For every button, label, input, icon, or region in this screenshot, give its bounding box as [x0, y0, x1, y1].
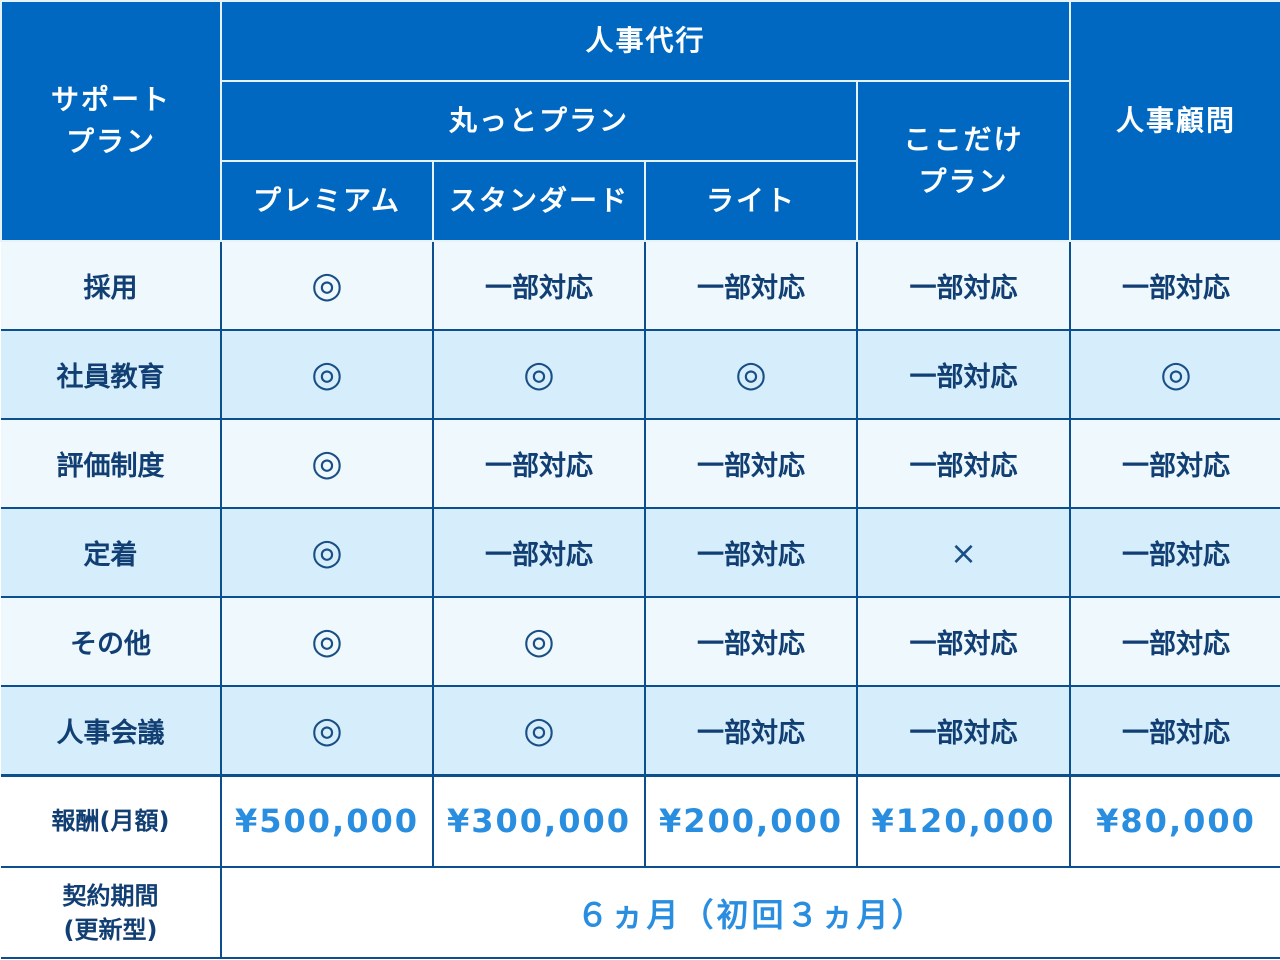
cell-komon: 一部対応: [1070, 241, 1280, 331]
cell-standard: 一部対応: [433, 508, 646, 598]
row-label: 社員教育: [1, 330, 222, 420]
contract-row: 契約期間 (更新型) ６ヵ月（初回３ヵ月）: [1, 867, 1280, 959]
table-row: 採用 ◎ 一部対応 一部対応 一部対応 一部対応: [1, 241, 1280, 331]
contract-label: 契約期間 (更新型): [1, 867, 222, 959]
cell-komon: 一部対応: [1070, 419, 1280, 509]
cell-komon: 一部対応: [1070, 686, 1280, 777]
header-marutto-plan: 丸っとプラン: [220, 80, 858, 162]
contract-value: ６ヵ月（初回３ヵ月）: [221, 867, 1280, 959]
cell-standard: ◎: [433, 597, 646, 687]
price-premium: ¥500,000: [221, 775, 434, 868]
cell-light: ◎: [645, 330, 858, 420]
cell-standard: 一部対応: [433, 419, 646, 509]
header-standard: スタンダード: [432, 160, 646, 242]
row-label: 評価制度: [1, 419, 222, 509]
header-premium: プレミアム: [220, 160, 434, 242]
cell-standard: ◎: [433, 330, 646, 420]
cell-kokodake: 一部対応: [857, 686, 1072, 777]
cell-premium: ◎: [221, 241, 434, 331]
cell-kokodake: 一部対応: [857, 241, 1072, 331]
row-label: 人事会議: [1, 686, 222, 777]
cell-komon: 一部対応: [1070, 597, 1280, 687]
cell-kokodake: 一部対応: [857, 419, 1072, 509]
table-row: 人事会議 ◎ ◎ 一部対応 一部対応 一部対応: [1, 686, 1280, 777]
contract-label-text: 契約期間 (更新型): [62, 881, 159, 944]
cell-light: 一部対応: [645, 597, 858, 687]
cell-premium: ◎: [221, 419, 434, 509]
cell-light: 一部対応: [645, 419, 858, 509]
header-kokodake-plan: ここだけ プラン: [855, 80, 1071, 242]
table-footer: 報酬(月額) ¥500,000 ¥300,000 ¥200,000 ¥120,0…: [1, 775, 1280, 959]
price-standard: ¥300,000: [433, 775, 646, 868]
cell-standard: 一部対応: [433, 241, 646, 331]
row-label: 採用: [1, 241, 222, 331]
table-row: 評価制度 ◎ 一部対応 一部対応 一部対応 一部対応: [1, 419, 1280, 509]
table-row: その他 ◎ ◎ 一部対応 一部対応 一部対応: [1, 597, 1280, 687]
cell-light: 一部対応: [645, 508, 858, 598]
header-jinji-daiko: 人事代行: [219, 0, 1072, 82]
row-label: 定着: [1, 508, 222, 598]
header-support-plan-label: サポート プラン: [50, 83, 171, 158]
table-body: 採用 ◎ 一部対応 一部対応 一部対応 一部対応 社員教育 ◎ ◎ ◎ 一部対応 ◎ 評価制度 ◎ 一部対応…: [1, 241, 1280, 777]
header-support-plan: サポート プラン: [0, 0, 222, 242]
table-header: サポート プラン 人事代行 人事顧問 丸っとプラン ここだけ プラン プレミアム…: [0, 0, 1280, 242]
price-komon: ¥80,000: [1070, 775, 1280, 868]
row-label: その他: [1, 597, 222, 687]
fee-label: 報酬(月額): [1, 775, 222, 868]
cell-kokodake: ×: [857, 508, 1072, 598]
cell-komon: ◎: [1070, 330, 1280, 420]
table-row: 社員教育 ◎ ◎ ◎ 一部対応 ◎: [1, 330, 1280, 420]
cell-premium: ◎: [221, 330, 434, 420]
cell-standard: ◎: [433, 686, 646, 777]
price-kokodake: ¥120,000: [857, 775, 1072, 868]
price-light: ¥200,000: [645, 775, 858, 868]
header-kokodake-plan-label: ここだけ プラン: [903, 123, 1024, 198]
cell-kokodake: 一部対応: [857, 597, 1072, 687]
cell-premium: ◎: [221, 597, 434, 687]
header-jinji-komon: 人事顧問: [1069, 0, 1280, 242]
header-light: ライト: [644, 160, 857, 242]
cell-komon: 一部対応: [1070, 508, 1280, 598]
cell-light: 一部対応: [645, 241, 858, 331]
cell-kokodake: 一部対応: [857, 330, 1072, 420]
cell-light: 一部対応: [645, 686, 858, 777]
cell-premium: ◎: [221, 686, 434, 777]
fee-row: 報酬(月額) ¥500,000 ¥300,000 ¥200,000 ¥120,0…: [1, 775, 1280, 868]
table-row: 定着 ◎ 一部対応 一部対応 × 一部対応: [1, 508, 1280, 598]
cell-premium: ◎: [221, 508, 434, 598]
